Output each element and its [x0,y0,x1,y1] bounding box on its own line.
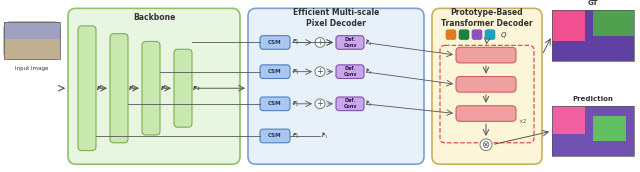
Text: $\boldsymbol{F}_4^c$: $\boldsymbol{F}_4^c$ [292,38,300,47]
FancyBboxPatch shape [336,65,364,78]
Text: Def.
Conv: Def. Conv [343,98,356,109]
Text: CSM: CSM [268,133,282,138]
Text: $\boldsymbol{F}_4$: $\boldsymbol{F}_4$ [191,84,200,93]
Circle shape [315,37,325,47]
FancyBboxPatch shape [336,97,364,111]
Text: $\boldsymbol{F}_1$: $\boldsymbol{F}_1$ [95,84,104,93]
Text: $\hat{\boldsymbol{F}}_3$: $\hat{\boldsymbol{F}}_3$ [365,66,372,77]
Bar [552,106,634,156]
FancyBboxPatch shape [456,47,516,63]
FancyBboxPatch shape [260,36,290,49]
Circle shape [480,139,492,150]
FancyBboxPatch shape [260,65,290,78]
Text: +: + [317,38,323,47]
Text: PEM-CA: PEM-CA [472,53,500,58]
FancyBboxPatch shape [485,30,495,40]
Text: PEM-CA: PEM-CA [472,111,500,116]
FancyBboxPatch shape [260,97,290,111]
FancyBboxPatch shape [456,106,516,121]
Text: $\hat{\boldsymbol{F}}_2$: $\hat{\boldsymbol{F}}_2$ [365,99,372,109]
Text: CSM: CSM [268,101,282,106]
Text: Def.
Conv: Def. Conv [343,37,356,48]
Text: $\boldsymbol{F}_2$: $\boldsymbol{F}_2$ [127,84,136,93]
Bar [552,10,634,61]
Text: CSM: CSM [268,40,282,45]
Text: +: + [317,99,323,108]
Text: $\boldsymbol{F}_3^c$: $\boldsymbol{F}_3^c$ [292,67,300,77]
FancyBboxPatch shape [260,129,290,143]
Text: $Q$: $Q$ [500,30,508,40]
Bar [552,10,634,61]
FancyBboxPatch shape [110,34,128,143]
FancyBboxPatch shape [456,77,516,92]
FancyBboxPatch shape [142,41,160,135]
Circle shape [315,99,325,109]
Text: $\times 2$: $\times 2$ [518,117,527,125]
Bar [552,106,585,134]
Text: GT: GT [588,0,598,6]
Text: $\hat{\boldsymbol{F}}_4$: $\hat{\boldsymbol{F}}_4$ [365,37,372,48]
FancyBboxPatch shape [472,30,482,40]
Text: Prediction: Prediction [573,96,613,102]
FancyBboxPatch shape [432,8,542,164]
Bar [4,22,60,59]
Bar [593,116,626,141]
FancyBboxPatch shape [446,30,456,40]
FancyBboxPatch shape [78,26,96,150]
Text: +: + [317,67,323,76]
FancyBboxPatch shape [4,22,60,59]
FancyBboxPatch shape [68,8,240,164]
Bar [593,10,634,36]
Bar [4,39,60,59]
Text: $\boldsymbol{F}_1^c$: $\boldsymbol{F}_1^c$ [292,131,300,141]
Text: PEM-CA: PEM-CA [472,82,500,87]
Text: Prototype-Based
Transformer Decoder: Prototype-Based Transformer Decoder [441,8,533,28]
Text: Efficient Multi-scale
Pixel Decoder: Efficient Multi-scale Pixel Decoder [293,8,379,28]
Text: $\hat{\boldsymbol{F}}_1$: $\hat{\boldsymbol{F}}_1$ [321,131,328,141]
Text: $\boldsymbol{F}_3$: $\boldsymbol{F}_3$ [159,84,168,93]
FancyBboxPatch shape [336,36,364,49]
Text: Backbone: Backbone [133,13,175,22]
Text: CSM: CSM [268,69,282,74]
Bar [552,10,585,41]
Text: $\otimes$: $\otimes$ [481,139,491,150]
FancyBboxPatch shape [174,49,192,127]
Bar [552,106,634,156]
FancyBboxPatch shape [248,8,424,164]
Text: $\boldsymbol{F}_2^c$: $\boldsymbol{F}_2^c$ [292,99,299,109]
Text: Input image: Input image [15,66,49,71]
FancyBboxPatch shape [459,30,469,40]
Text: Def.
Conv: Def. Conv [343,66,356,77]
Bar [4,22,60,39]
Circle shape [315,67,325,77]
